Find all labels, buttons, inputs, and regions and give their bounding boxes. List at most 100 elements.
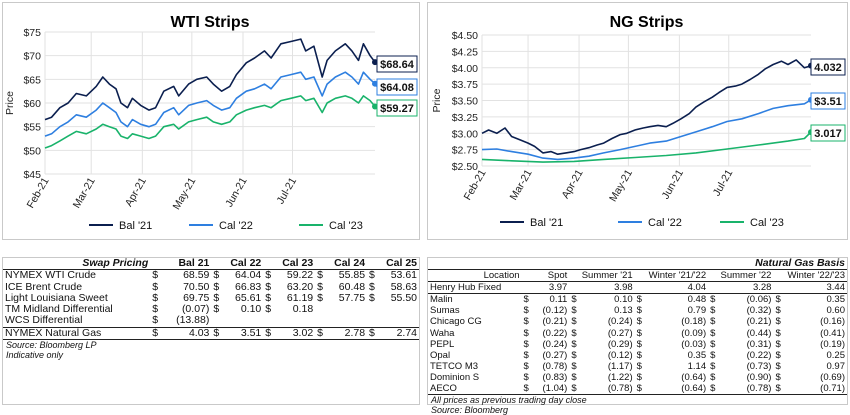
basis-value: (0.78) [607,383,633,395]
swap-value [223,315,263,327]
basis-location-label: Opal [430,349,451,361]
ng-strips-panel: NG Strips $2.50 $2.75 $3.00 $3.25 $3.50 $3.75 $… [427,2,848,240]
value-label-box [810,92,846,110]
currency-symbol: $ [152,326,159,339]
x-tick-label: May-21 [607,167,635,203]
swap-value: 59.22 [286,269,314,282]
series-line [481,99,812,161]
swap-pricing-table: Swap Pricing Bal 21 Cal 22 Cal 23 Cal 24… [3,257,419,340]
basis-value: (0.78) [542,360,568,372]
x-tick-label: Apr-21 [560,167,586,200]
x-tick-label: Jun-21 [223,175,250,209]
currency-symbol: $ [523,349,529,361]
swap-value: 70.50 [183,280,210,293]
legend-label: Cal '23 [750,217,784,229]
currency-symbol: $ [523,383,529,395]
swap-pricing-panel: Swap Pricing Bal 21 Cal 22 Cal 23 Cal 24… [2,257,420,405]
henry-hub-label: Henry Hub Fixed [430,282,502,294]
swap-pricing-title: Swap Pricing [82,257,149,269]
chart-title: WTI Strips [170,14,249,31]
basis-location-label: PEPL [430,338,455,350]
series-line [44,95,376,149]
x-tick-label: Mar-21 [508,167,535,202]
currency-symbol: $ [710,383,716,395]
swap-row: NYMEX WTI Crude $68.59 $64.04 $59.22 $55.85 $… [3,270,419,282]
swap-value: 2.74 [396,326,417,339]
basis-value: 0.60 [826,305,846,317]
swap-value: (0.07) [181,303,210,316]
henry-hub-value: 4.04 [687,282,707,294]
currency-symbol: $ [775,305,781,317]
basis-value: (0.19) [820,338,845,350]
basis-value: 0.10 [614,294,633,306]
basis-value: (0.64) [681,383,707,395]
currency-symbol: $ [523,316,529,328]
basis-col-header: Summer '22 [720,270,772,282]
y-tick-label: $4.00 [452,63,478,75]
basis-value: (0.03) [681,338,707,350]
currency-symbol: $ [710,327,716,339]
basis-value: (0.18) [681,316,707,328]
swap-col-header: Bal 21 [178,257,210,269]
basis-location-label: TETCO M3 [430,360,479,372]
basis-value: (0.73) [746,360,772,372]
currency-symbol: $ [775,338,781,350]
basis-row: Opal $ (0.27) $ (0.12) $0.35 $ (0.22) $0.25 [428,350,847,361]
swap-row: Light Louisiana Sweet $69.75 $65.61 $61.19 $… [3,291,419,304]
swap-value: 4.03 [188,326,210,339]
series-end-value-label: $59.27 [380,103,414,115]
natural-gas-basis-panel: Natural Gas Basis Location Spot Summer '… [427,257,848,415]
currency-symbol: $ [636,294,642,306]
swap-value [379,315,419,327]
currency-symbol: $ [571,305,577,317]
basis-location-label: Waha [430,327,455,339]
basis-value: (0.16) [820,316,845,328]
swap-value: 3.02 [292,326,314,339]
swap-value: 61.19 [286,291,314,304]
basis-row: Waha $ (0.22) $ (0.27) $ (0.09) $ (0.44) $ (0.41) [428,328,847,339]
basis-header-row: Location Spot Summer '21 Winter '21/'22 … [428,270,847,282]
currency-symbol: $ [152,269,159,282]
swap-row: ICE Brent Crude $70.50 $66.83 $63.20 $60.48 $… [3,280,419,293]
basis-row: Sumas $ (0.12) $0.13 $0.79 $ (0.32) $0.60 [428,305,847,316]
basis-value: (1.17) [607,360,633,372]
basis-value: (0.41) [820,327,845,339]
currency-symbol: $ [636,316,642,328]
y-axis-label: Price [4,91,16,115]
y-tick-label: $70 [23,51,41,63]
basis-value: (0.90) [746,371,772,383]
swap-row-label: NYMEX Natural Gas [5,326,102,339]
swap-row-label: TM Midland Differential [5,303,113,316]
currency-symbol: $ [636,371,642,383]
currency-symbol: $ [710,294,716,306]
henry-hub-value: 3.97 [548,282,568,294]
swap-value: 2.78 [344,326,366,339]
currency-symbol [315,315,327,327]
basis-value: (0.22) [542,327,568,339]
swap-value: 55.85 [338,269,366,282]
currency-symbol [367,315,379,327]
swap-value [275,315,315,327]
swap-value: 69.75 [183,291,210,304]
currency-symbol: $ [369,326,375,339]
basis-value: (0.09) [681,327,707,339]
basis-location-header: Location [483,270,520,282]
basis-close-note: All prices as previous trading day close [431,395,587,406]
currency-symbol: $ [265,326,272,339]
basis-value: (0.78) [746,383,772,395]
currency-symbol: $ [636,327,642,339]
swap-value: 0.10 [240,303,262,316]
currency-symbol: $ [523,294,529,306]
currency-symbol: $ [636,360,642,372]
basis-value: 1.14 [687,360,707,372]
basis-value: (0.83) [542,371,568,383]
swap-value [327,315,367,327]
y-tick-label: $3.25 [452,112,478,124]
basis-value: (0.12) [607,349,633,361]
y-tick-label: $4.25 [452,46,478,58]
y-tick-label: $2.75 [452,145,478,157]
series-line [44,71,376,137]
currency-symbol: $ [523,327,529,339]
basis-value: 0.79 [687,305,707,317]
swap-row: WCS Differential $ (13.88) [3,315,419,328]
